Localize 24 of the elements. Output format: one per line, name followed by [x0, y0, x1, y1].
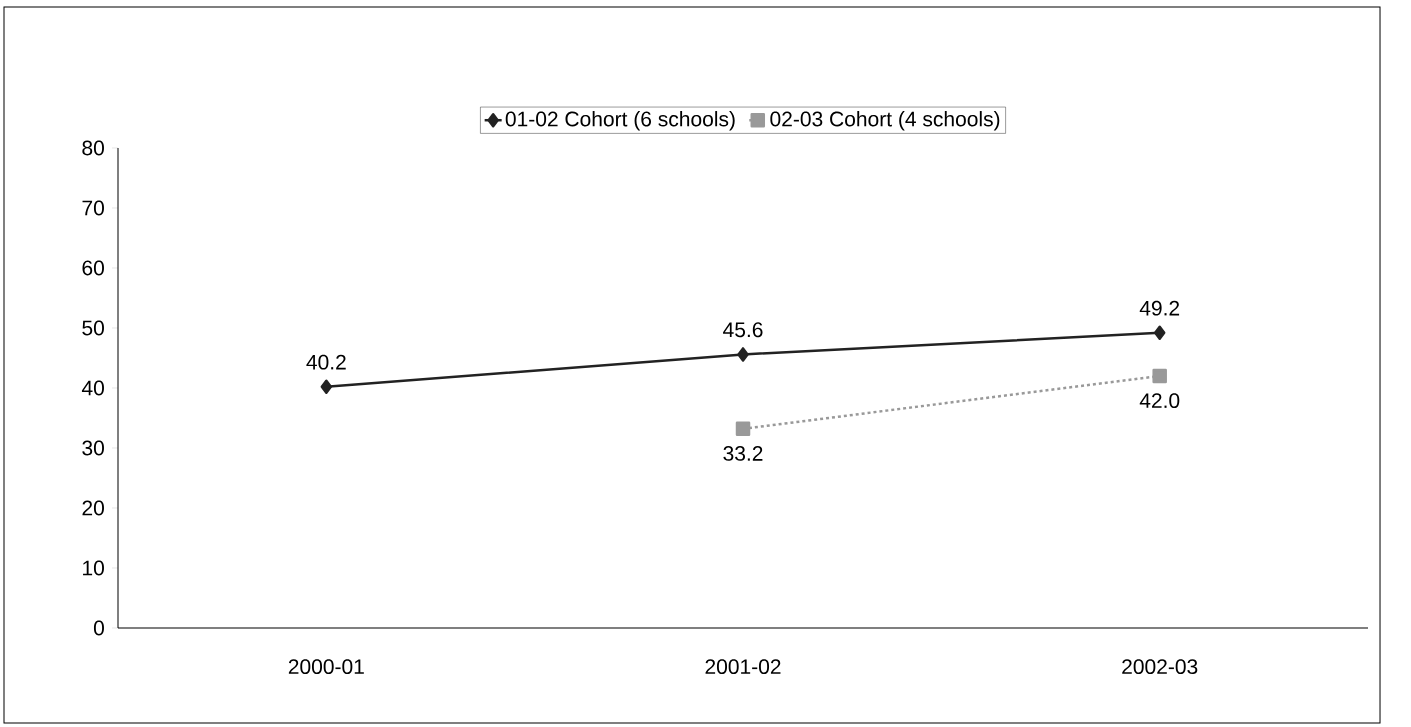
y-tick-label: 60 — [82, 260, 104, 276]
point — [320, 379, 333, 395]
y-tick-label: 10 — [83, 560, 104, 576]
data-label: 49.2 — [1139, 300, 1180, 316]
x-tick-label: 2002-03 — [1122, 659, 1198, 675]
y-tick-label: 20 — [82, 500, 104, 516]
y-tick-label: 40 — [81, 380, 104, 396]
y-tick-label: 30 — [82, 440, 104, 456]
y-tick-label: 80 — [82, 140, 104, 156]
legend-label: 01-02 Cohort (6 schools) — [505, 111, 735, 131]
y-tick-label: 0 — [93, 620, 104, 636]
data-label: 40.2 — [306, 354, 346, 370]
legend-label: 02-03 Cohort (4 schools) — [770, 111, 1000, 131]
data-label: 33.2 — [723, 446, 763, 461]
point — [737, 347, 749, 362]
y-tick-label: 70 — [82, 200, 104, 216]
x-tick-label: 2001-02 — [705, 659, 781, 675]
point — [1152, 368, 1167, 384]
data-label: 45.6 — [723, 322, 763, 338]
x-tick-label: 2000-01 — [288, 659, 364, 675]
point — [1153, 325, 1166, 341]
point — [735, 421, 751, 437]
y-tick-label: 50 — [82, 320, 104, 336]
data-label: 42.0 — [1139, 393, 1180, 409]
